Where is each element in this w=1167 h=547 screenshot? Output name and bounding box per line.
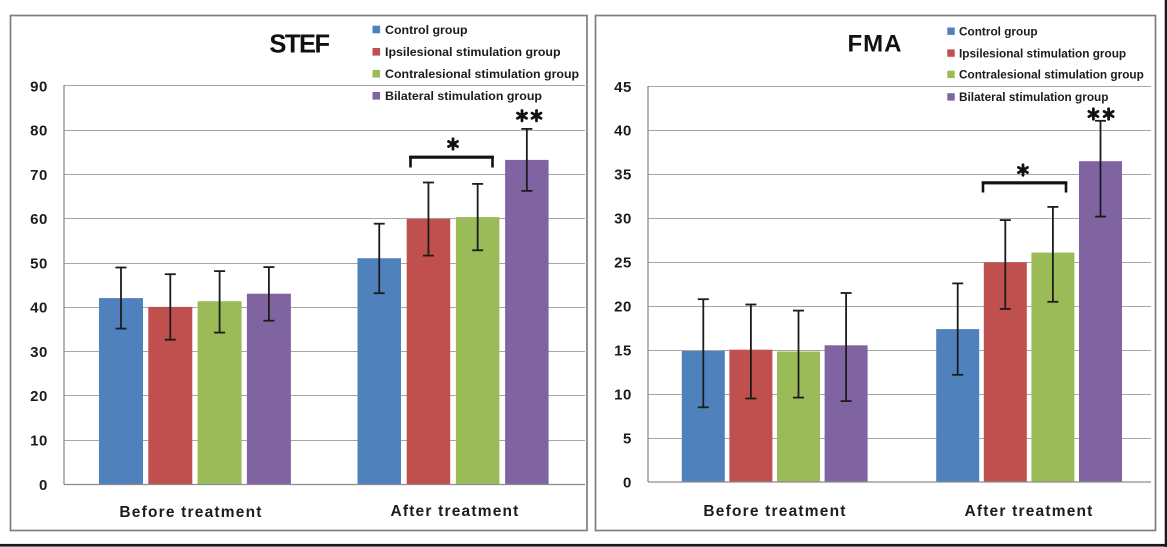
svg-text:FMA: FMA	[848, 31, 903, 58]
svg-text:20: 20	[30, 388, 48, 405]
svg-text:5: 5	[623, 430, 632, 447]
svg-text:Bilateral stimulation group: Bilateral stimulation group	[959, 90, 1108, 104]
svg-text:20: 20	[614, 299, 632, 316]
svg-text:60: 60	[30, 211, 48, 228]
svg-text:Control group: Control group	[385, 23, 468, 37]
svg-text:35: 35	[614, 167, 632, 184]
svg-text:0: 0	[39, 477, 48, 494]
svg-text:30: 30	[30, 344, 48, 361]
svg-text:After treatment: After treatment	[390, 503, 519, 520]
svg-text:Ipsilesional stimulation group: Ipsilesional stimulation group	[959, 46, 1126, 60]
svg-text:70: 70	[30, 167, 48, 184]
svg-text:Before treatment: Before treatment	[119, 504, 262, 521]
svg-text:45: 45	[614, 79, 632, 96]
svg-text:Control group: Control group	[959, 25, 1038, 39]
svg-text:Contralesional stimulation gro: Contralesional stimulation group	[959, 68, 1144, 82]
svg-text:30: 30	[614, 211, 632, 228]
svg-text:Contralesional stimulation gro: Contralesional stimulation group	[385, 67, 580, 81]
svg-text:10: 10	[30, 433, 48, 450]
svg-text:0: 0	[623, 474, 632, 491]
svg-text:15: 15	[614, 343, 632, 360]
svg-text:10: 10	[614, 386, 632, 403]
svg-text:25: 25	[614, 255, 632, 272]
svg-text:Ipsilesional stimulation group: Ipsilesional stimulation group	[385, 45, 561, 59]
svg-text:40: 40	[30, 300, 48, 317]
svg-text:Before treatment: Before treatment	[703, 503, 846, 520]
svg-text:50: 50	[30, 255, 48, 272]
svg-text:40: 40	[614, 123, 632, 140]
svg-text:STEF: STEF	[269, 30, 329, 58]
svg-text:After treatment: After treatment	[964, 503, 1093, 520]
svg-text:Bilateral stimulation group: Bilateral stimulation group	[385, 89, 542, 103]
svg-text:90: 90	[30, 78, 48, 95]
svg-text:80: 80	[30, 123, 48, 140]
